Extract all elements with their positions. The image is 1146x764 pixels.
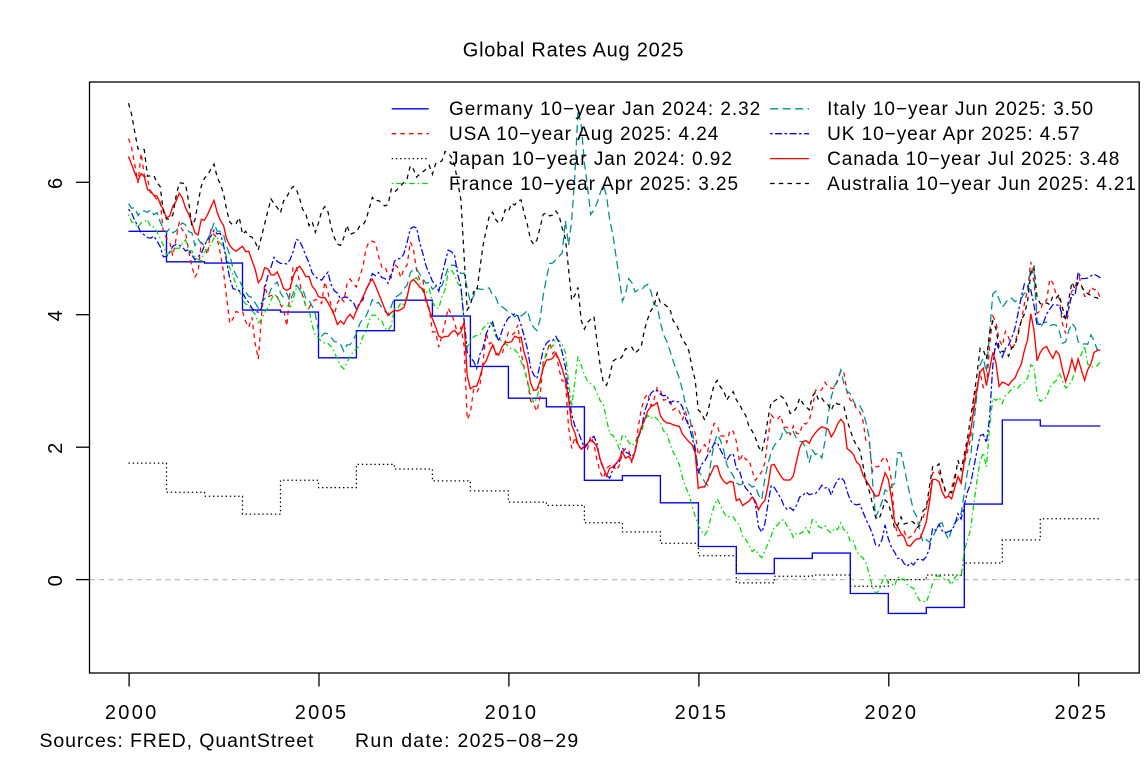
- svg-text:Canada 10−year Jul 2025: 3.48: Canada 10−year Jul 2025: 3.48: [827, 149, 1120, 170]
- svg-text:Germany 10−year Jan 2024: 2.32: Germany 10−year Jan 2024: 2.32: [449, 99, 761, 120]
- svg-text:2020: 2020: [865, 702, 919, 724]
- svg-text:Italy 10−year Jun 2025: 3.50: Italy 10−year Jun 2025: 3.50: [827, 99, 1094, 120]
- svg-text:2010: 2010: [485, 702, 539, 724]
- svg-text:Australia 10−year Jun 2025: 4.: Australia 10−year Jun 2025: 4.21: [827, 174, 1137, 195]
- svg-text:2025: 2025: [1054, 702, 1108, 724]
- svg-text:Sources: FRED, QuantStreet: Sources: FRED, QuantStreet: [40, 730, 315, 752]
- svg-text:0: 0: [45, 573, 67, 586]
- svg-text:6: 6: [45, 176, 67, 189]
- svg-text:2000: 2000: [105, 702, 159, 724]
- svg-text:4: 4: [45, 308, 67, 321]
- svg-text:UK 10−year Apr 2025: 4.57: UK 10−year Apr 2025: 4.57: [827, 124, 1081, 145]
- svg-text:2015: 2015: [675, 702, 729, 724]
- svg-text:2005: 2005: [295, 702, 349, 724]
- svg-text:Japan 10−year Jan 2024: 0.92: Japan 10−year Jan 2024: 0.92: [449, 149, 733, 170]
- svg-text:Run date: 2025−08−29: Run date: 2025−08−29: [355, 730, 580, 752]
- svg-text:USA 10−year Aug 2025: 4.24: USA 10−year Aug 2025: 4.24: [449, 124, 719, 145]
- svg-text:France 10−year Apr 2025: 3.25: France 10−year Apr 2025: 3.25: [449, 174, 739, 195]
- svg-text:Global Rates Aug 2025: Global Rates Aug 2025: [463, 40, 684, 62]
- svg-text:2: 2: [45, 440, 67, 453]
